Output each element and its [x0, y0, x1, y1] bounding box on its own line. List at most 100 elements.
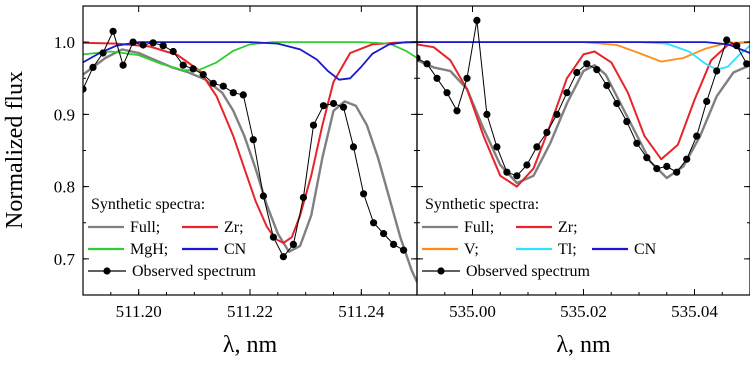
observed-point: [663, 162, 671, 170]
x-tick-label: 511.20: [116, 302, 162, 321]
observed-point: [400, 246, 408, 254]
legend-label: V;: [464, 241, 479, 258]
legend-right: Synthetic spectra: Full; Zr; V; Tl; CN Observe…: [422, 196, 657, 280]
observed-point: [249, 136, 257, 144]
observed-spectrum-line: [417, 20, 748, 177]
observed-point: [743, 60, 750, 68]
x-tick-label: 535.04: [671, 302, 718, 321]
y-axis-label: Normalized flux: [2, 71, 28, 229]
observed-point: [553, 110, 561, 118]
observed-point: [380, 230, 388, 238]
observed-point: [503, 168, 511, 176]
legend-label: Full;: [464, 219, 494, 236]
observed-point: [159, 42, 167, 50]
plot-area-left: [83, 27, 417, 283]
observed-point: [179, 61, 187, 69]
observed-point: [693, 132, 701, 140]
x-axis-label: λ, nm: [556, 332, 611, 358]
observed-point: [473, 16, 481, 24]
legend-label: Full;: [130, 219, 160, 236]
observed-point: [683, 155, 691, 163]
observed-point: [543, 128, 551, 136]
x-tick-label: 511.24: [338, 302, 385, 321]
observed-point: [453, 107, 461, 115]
x-tick-label: 535.00: [449, 302, 496, 321]
observed-point: [119, 61, 127, 69]
observed-point: [603, 81, 611, 90]
legend-label: Observed spectrum: [466, 263, 591, 280]
plot-area-right: [417, 16, 750, 188]
observed-point: [83, 85, 87, 93]
legend-label: Zr;: [224, 219, 244, 236]
observed-point: [633, 139, 641, 147]
observed-point: [493, 143, 501, 151]
observed-point: [417, 54, 421, 62]
observed-point: [279, 253, 287, 261]
observed-point: [99, 49, 107, 57]
legend-marker-observed: [103, 267, 111, 275]
panel-left: 511.20 511.22 511.24 0.7 0.8 0.9 1.0 λ, nm Synth…: [54, 5, 418, 358]
series-line-mgh: [83, 41, 417, 72]
observed-point: [329, 99, 338, 108]
y-tick-label: 1.0: [54, 33, 75, 52]
observed-point: [349, 143, 358, 151]
legend-label: Tl;: [558, 241, 577, 258]
legend-marker-observed: [437, 267, 445, 275]
observed-point: [443, 89, 451, 97]
observed-point: [613, 99, 621, 108]
y-tick-label: 0.9: [54, 105, 75, 124]
observed-point: [269, 233, 277, 241]
observed-point: [229, 89, 237, 97]
observed-point: [189, 65, 197, 73]
series-line-cn: [417, 41, 750, 54]
observed-point: [433, 74, 441, 82]
observed-point: [309, 121, 318, 129]
observed-point: [149, 39, 157, 47]
observed-point: [533, 143, 541, 151]
legend-title: Synthetic spectra:: [425, 196, 539, 213]
series-line-full: [417, 59, 750, 185]
observed-point: [723, 36, 731, 44]
observed-point: [139, 41, 147, 49]
legend-label: CN: [634, 241, 657, 258]
y-tick-label: 0.7: [54, 250, 76, 269]
observed-point: [563, 89, 571, 97]
observed-point: [209, 79, 217, 87]
observed-point: [239, 91, 247, 99]
legend-label: MgH;: [130, 241, 168, 258]
observed-point: [360, 190, 368, 198]
observed-point: [89, 63, 97, 71]
x-tick-label: 511.22: [227, 302, 273, 321]
observed-point: [653, 165, 661, 173]
observed-point: [703, 97, 711, 105]
observed-point: [289, 240, 297, 248]
series-line-full: [83, 48, 417, 283]
y-tick-label: 0.8: [54, 178, 75, 197]
observed-point: [713, 67, 721, 75]
observed-point: [390, 240, 398, 248]
legend-label: Observed spectrum: [132, 263, 257, 280]
observed-point: [593, 66, 601, 74]
x-tick-label: 535.02: [560, 302, 607, 321]
legend-label: Zr;: [558, 219, 578, 236]
observed-point: [423, 60, 431, 68]
observed-point: [583, 60, 591, 68]
observed-point: [643, 154, 651, 162]
observed-point: [299, 193, 307, 202]
legend-left: Synthetic spectra: Full; Zr; MgH; CN Observed…: [88, 196, 257, 280]
x-axis-label: λ, nm: [223, 332, 278, 358]
observed-point: [319, 102, 328, 110]
observed-point: [673, 168, 681, 176]
observed-point: [463, 74, 471, 82]
series-line-cn: [83, 41, 417, 81]
observed-point: [109, 27, 117, 35]
series-line-zr: [417, 41, 750, 188]
observed-point: [259, 192, 267, 200]
observed-point: [523, 161, 531, 169]
observed-point: [339, 103, 348, 111]
observed-point: [513, 172, 521, 180]
legend-label: CN: [224, 241, 247, 258]
observed-point: [573, 68, 581, 77]
